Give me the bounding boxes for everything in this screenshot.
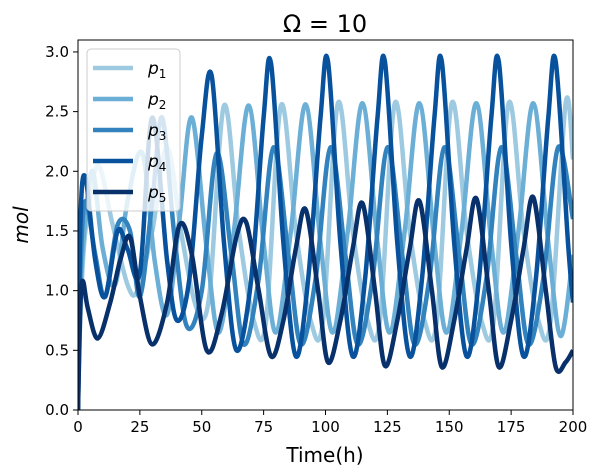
y-axis-title: mol — [9, 206, 33, 244]
chart-title: Ω = 10 — [283, 10, 367, 38]
y-tick-label: 3.0 — [45, 43, 69, 61]
y-tick-label: 2.5 — [45, 103, 69, 121]
x-axis: 0 25 50 75 100 125 150 175 200 — [73, 410, 587, 436]
y-tick-label: 2.0 — [45, 162, 69, 180]
x-tick-label: 200 — [559, 418, 588, 436]
x-tick-label: 100 — [311, 418, 340, 436]
x-tick-label: 75 — [254, 418, 273, 436]
y-axis: 0.0 0.5 1.0 1.5 2.0 2.5 3.0 — [45, 43, 78, 419]
x-tick-label: 50 — [192, 418, 211, 436]
legend-box — [86, 48, 181, 212]
y-tick-label: 1.0 — [45, 282, 69, 300]
series-line-p5 — [78, 194, 573, 410]
y-tick-label: 0.0 — [45, 401, 69, 419]
x-tick-label: 0 — [73, 418, 83, 436]
y-tick-label: 1.5 — [45, 222, 69, 240]
x-tick-label: 25 — [130, 418, 149, 436]
x-tick-label: 175 — [497, 418, 526, 436]
x-axis-title: Time(h) — [285, 443, 363, 467]
x-tick-label: 150 — [435, 418, 464, 436]
y-tick-label: 0.5 — [45, 341, 69, 359]
x-tick-label: 125 — [373, 418, 402, 436]
